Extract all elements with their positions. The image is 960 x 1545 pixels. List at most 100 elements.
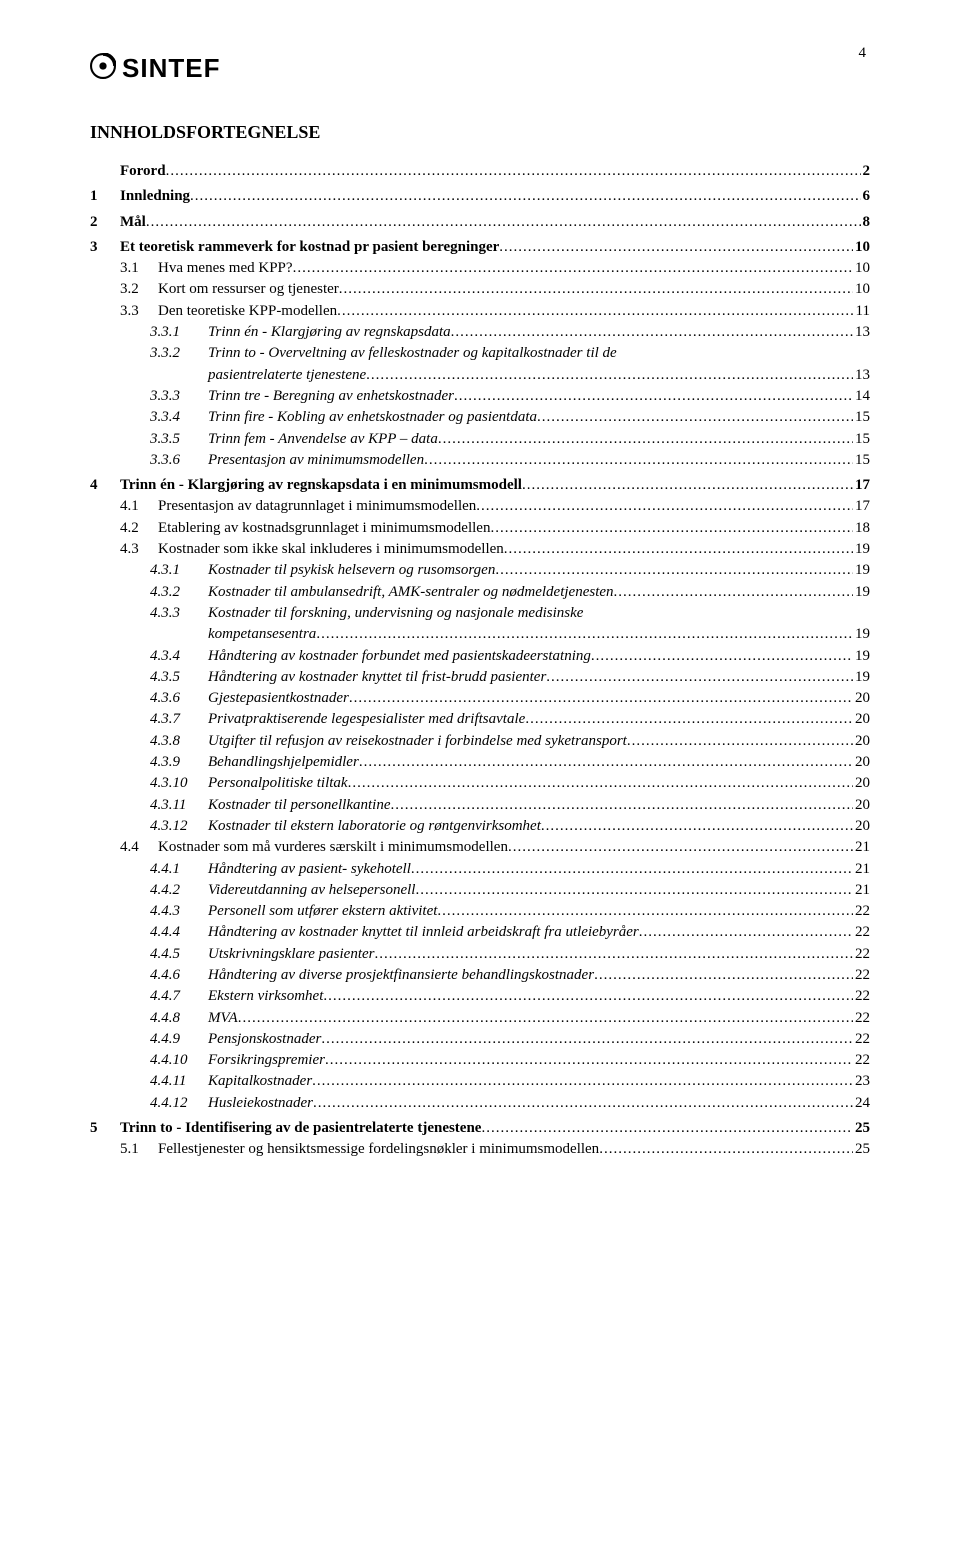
toc-leader	[390, 795, 853, 816]
toc-title: Kostnader som må vurderes særskilt i min…	[158, 839, 508, 855]
logo: SINTEF	[90, 53, 870, 84]
toc-page: 22	[853, 922, 870, 943]
toc-title: Kostnader til forskning, undervisning og…	[208, 605, 583, 621]
toc-page: 19	[853, 646, 870, 667]
toc-page: 22	[853, 1008, 870, 1029]
toc-leader	[599, 1139, 853, 1160]
toc-entry: 4.4.7Ekstern virksomhet22	[90, 986, 870, 1007]
toc-entry: 4.2Etablering av kostnadsgrunnlaget i mi…	[90, 518, 870, 539]
toc-entry: 4.3.6Gjestepasientkostnader20	[90, 688, 870, 709]
toc-number: 4.3.4	[150, 646, 208, 667]
toc-entry: 4.4.4Håndtering av kostnader knyttet til…	[90, 922, 870, 943]
toc-page: 25	[853, 1118, 870, 1139]
toc-entry: 3.3.3Trinn tre - Beregning av enhetskost…	[90, 386, 870, 407]
toc-page: 10	[853, 237, 870, 258]
toc-label: 4.3.10Personalpolitiske tiltak	[150, 773, 348, 794]
toc-label: 4.3.2Kostnader til ambulansedrift, AMK-s…	[150, 582, 614, 603]
toc-page: 24	[853, 1093, 870, 1114]
toc-page: 15	[853, 450, 870, 471]
toc-label: 4.1Presentasjon av datagrunnlaget i mini…	[120, 496, 476, 517]
toc-leader	[375, 944, 853, 965]
toc-leader	[591, 646, 853, 667]
toc-title: Kostnader til psykisk helsevern og rusom…	[208, 562, 495, 578]
toc-title: MVA	[208, 1010, 238, 1026]
toc-leader	[316, 624, 853, 645]
toc-leader	[499, 237, 853, 258]
toc-number: 4.3.5	[150, 667, 208, 688]
toc-leader	[522, 475, 853, 496]
toc-leader	[537, 407, 853, 428]
toc-entry: 4.3.7Privatpraktiserende legespesialiste…	[90, 709, 870, 730]
toc-entry: 4.3.10Personalpolitiske tiltak20	[90, 773, 870, 794]
toc-entry: 5.1Fellestjenester og hensiktsmessige fo…	[90, 1139, 870, 1160]
toc-number: 5	[90, 1118, 120, 1139]
toc-number: 3.1	[120, 258, 158, 279]
toc-label: 3.3.5Trinn fem - Anvendelse av KPP – dat…	[150, 429, 438, 450]
toc-page: 20	[853, 688, 870, 709]
toc-page: 19	[853, 539, 870, 560]
toc-entry: 4.3.4Håndtering av kostnader forbundet m…	[90, 646, 870, 667]
toc-entry: 4.4.5Utskrivningsklare pasienter22	[90, 944, 870, 965]
toc-entry: 4.3.2Kostnader til ambulansedrift, AMK-s…	[90, 582, 870, 603]
toc-label: 1Innledning	[90, 186, 190, 207]
toc-entry: 4.4.9Pensjonskostnader22	[90, 1029, 870, 1050]
toc-title: Trinn én - Klargjøring av regnskapsdata …	[120, 477, 522, 493]
toc-title: Trinn to - Overveltning av felleskostnad…	[208, 345, 617, 361]
toc-title: Mål	[120, 214, 146, 230]
toc-title: Pensjonskostnader	[208, 1031, 321, 1047]
toc-entry: 4.3Kostnader som ikke skal inkluderes i …	[90, 539, 870, 560]
toc-number: 4.4.7	[150, 986, 208, 1007]
toc-label: 4Trinn én - Klargjøring av regnskapsdata…	[90, 475, 522, 496]
toc-leader	[438, 429, 853, 450]
toc-label: 4.3.1Kostnader til psykisk helsevern og …	[150, 560, 495, 581]
toc-title-wrap: pasientrelaterte tjenestene	[90, 365, 366, 386]
toc-number: 4.3.10	[150, 773, 208, 794]
toc-entry: 4.4.12Husleiekostnader24	[90, 1093, 870, 1114]
toc-entry: 1Innledning6	[90, 186, 870, 207]
toc-page: 14	[853, 386, 870, 407]
toc-title: Forord	[120, 163, 166, 179]
toc-title: Fellestjenester og hensiktsmessige forde…	[158, 1141, 599, 1157]
toc-label: 5Trinn to - Identifisering av de pasient…	[90, 1118, 481, 1139]
toc-leader	[614, 582, 853, 603]
toc-entry: 4.4.2Videreutdanning av helsepersonell21	[90, 880, 870, 901]
toc-leader	[495, 560, 853, 581]
toc-page: 15	[853, 429, 870, 450]
toc-label: 4.4.6Håndtering av diverse prosjektfinan…	[150, 965, 594, 986]
toc-label: 2Mål	[90, 212, 146, 233]
toc-title: Kostnader som ikke skal inkluderes i min…	[158, 541, 504, 557]
toc-number: 3.3	[120, 301, 158, 322]
toc-leader	[325, 1050, 853, 1071]
page-title: INNHOLDSFORTEGNELSE	[90, 122, 870, 143]
toc-entry: 4.4Kostnader som må vurderes særskilt i …	[90, 837, 870, 858]
toc-title: Trinn to - Identifisering av de pasientr…	[120, 1120, 481, 1136]
toc-number: 4.3.2	[150, 582, 208, 603]
toc-page: 22	[853, 1029, 870, 1050]
toc-label: 4.3.9Behandlingshjelpemidler	[150, 752, 359, 773]
toc-page: 20	[853, 795, 870, 816]
logo-text: SINTEF	[122, 53, 220, 84]
toc-page: 10	[853, 258, 870, 279]
toc-title: Forsikringspremier	[208, 1052, 325, 1068]
toc-entry: Forord2	[90, 161, 870, 182]
toc-leader	[411, 859, 853, 880]
toc-leader	[639, 922, 853, 943]
toc-leader	[337, 301, 853, 322]
toc-number: 2	[90, 212, 120, 233]
toc-title: Et teoretisk rammeverk for kostnad pr pa…	[120, 239, 499, 255]
toc-label: 3.3.1Trinn én - Klargjøring av regnskaps…	[150, 322, 451, 343]
toc-entry: 3.3.6Presentasjon av minimumsmodellen15	[90, 450, 870, 471]
toc-title: Trinn én - Klargjøring av regnskapsdata	[208, 324, 451, 340]
toc-page: 21	[853, 859, 870, 880]
toc-page: 13	[853, 365, 870, 386]
toc-title: Presentasjon av minimumsmodellen	[208, 452, 424, 468]
toc-number: 3.3.5	[150, 429, 208, 450]
toc-leader	[339, 279, 853, 300]
toc-number: 3.3.4	[150, 407, 208, 428]
toc-page: 20	[853, 731, 870, 752]
toc-title: Håndtering av kostnader forbundet med pa…	[208, 648, 591, 664]
toc-number: 4.4.5	[150, 944, 208, 965]
toc-number: 4.3	[120, 539, 158, 560]
toc-entry: 4.3.9Behandlingshjelpemidler20	[90, 752, 870, 773]
toc-entry: 4Trinn én - Klargjøring av regnskapsdata…	[90, 475, 870, 496]
